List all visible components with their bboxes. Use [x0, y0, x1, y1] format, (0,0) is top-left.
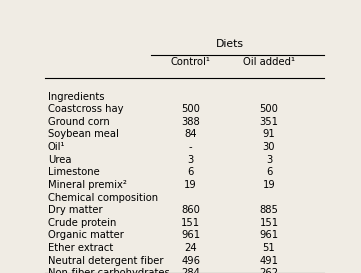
Text: 6: 6 [266, 167, 272, 177]
Text: Dry matter: Dry matter [48, 205, 103, 215]
Text: Non-fiber carbohydrates: Non-fiber carbohydrates [48, 268, 170, 273]
Text: 284: 284 [181, 268, 200, 273]
Text: Oil added¹: Oil added¹ [243, 57, 295, 67]
Text: 860: 860 [181, 205, 200, 215]
Text: 491: 491 [260, 256, 278, 266]
Text: Organic matter: Organic matter [48, 230, 124, 240]
Text: 3: 3 [266, 155, 272, 165]
Text: 24: 24 [184, 243, 197, 253]
Text: 961: 961 [181, 230, 200, 240]
Text: Ether extract: Ether extract [48, 243, 113, 253]
Text: 961: 961 [260, 230, 278, 240]
Text: 30: 30 [263, 142, 275, 152]
Text: Ingredients: Ingredients [48, 92, 104, 102]
Text: Chemical composition: Chemical composition [48, 192, 158, 203]
Text: Soybean meal: Soybean meal [48, 129, 119, 140]
Text: 388: 388 [181, 117, 200, 127]
Text: Neutral detergent fiber: Neutral detergent fiber [48, 256, 164, 266]
Text: Oil¹: Oil¹ [48, 142, 65, 152]
Text: Coastcross hay: Coastcross hay [48, 104, 123, 114]
Text: 6: 6 [187, 167, 194, 177]
Text: 84: 84 [184, 129, 197, 140]
Text: Ground corn: Ground corn [48, 117, 110, 127]
Text: 500: 500 [181, 104, 200, 114]
Text: 91: 91 [262, 129, 275, 140]
Text: 151: 151 [260, 218, 278, 228]
Text: Crude protein: Crude protein [48, 218, 116, 228]
Text: 51: 51 [262, 243, 275, 253]
Text: Mineral premix²: Mineral premix² [48, 180, 127, 190]
Text: 19: 19 [184, 180, 197, 190]
Text: Urea: Urea [48, 155, 71, 165]
Text: 496: 496 [181, 256, 200, 266]
Text: 151: 151 [181, 218, 200, 228]
Text: 19: 19 [262, 180, 275, 190]
Text: Limestone: Limestone [48, 167, 100, 177]
Text: Control¹: Control¹ [171, 57, 210, 67]
Text: 500: 500 [260, 104, 278, 114]
Text: 3: 3 [187, 155, 194, 165]
Text: 351: 351 [260, 117, 278, 127]
Text: Diets: Diets [216, 39, 244, 49]
Text: -: - [189, 142, 192, 152]
Text: 262: 262 [260, 268, 278, 273]
Text: 885: 885 [260, 205, 278, 215]
